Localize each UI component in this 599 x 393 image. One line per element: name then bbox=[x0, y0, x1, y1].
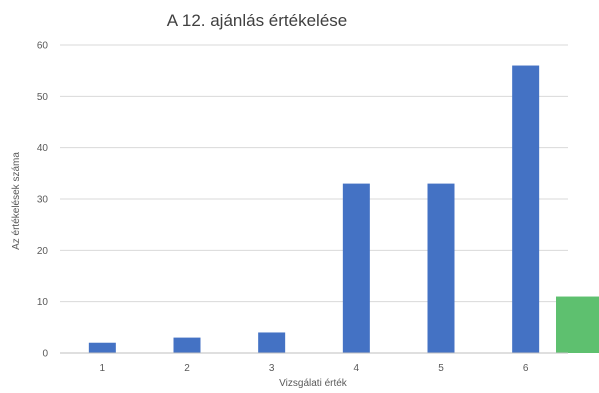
x-axis-label: Vizsgálati érték bbox=[279, 378, 348, 389]
y-axis-label: Az értékelések száma bbox=[11, 152, 22, 250]
y-tick-label: 50 bbox=[37, 92, 49, 103]
x-tick-label: 6 bbox=[523, 363, 529, 374]
bar-1 bbox=[88, 342, 116, 353]
x-tick-label: 3 bbox=[269, 363, 275, 374]
x-tick-label: 1 bbox=[100, 363, 106, 374]
bar-5 bbox=[427, 183, 455, 353]
x-tick-label: 2 bbox=[184, 363, 190, 374]
x-tick-labels: 1 2 3 4 5 6 bbox=[100, 363, 529, 374]
bars bbox=[88, 65, 599, 354]
y-tick-labels: 0 10 20 30 40 50 60 bbox=[37, 41, 49, 360]
bar-3 bbox=[258, 332, 286, 353]
chart-title: A 12. ajánlás értékelése bbox=[167, 11, 348, 30]
y-tick-label: 10 bbox=[37, 297, 49, 308]
y-tick-label: 0 bbox=[42, 349, 48, 360]
x-tick-label: 5 bbox=[438, 363, 444, 374]
y-tick-label: 60 bbox=[37, 41, 49, 52]
bar-6 bbox=[512, 65, 540, 354]
y-tick-label: 20 bbox=[37, 246, 49, 257]
y-tick-label: 40 bbox=[37, 143, 49, 154]
y-tick-label: 30 bbox=[37, 195, 49, 206]
extra-bar bbox=[556, 296, 599, 353]
bar-2 bbox=[173, 337, 201, 353]
bar-4 bbox=[342, 183, 370, 353]
gridlines bbox=[60, 44, 568, 303]
x-tick-label: 4 bbox=[354, 363, 360, 374]
